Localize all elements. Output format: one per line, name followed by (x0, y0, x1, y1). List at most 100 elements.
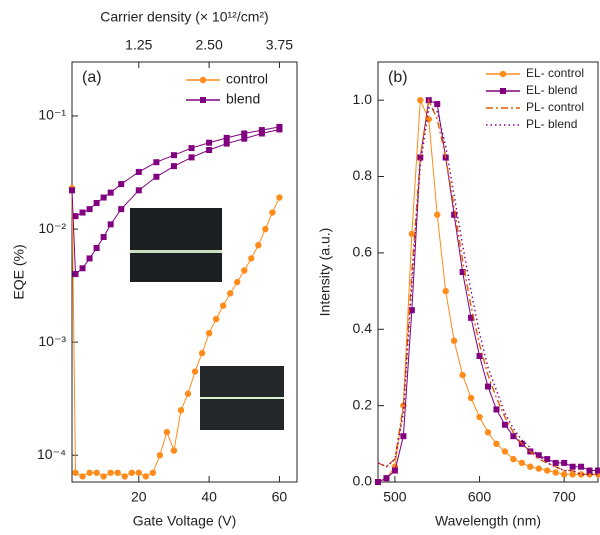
marker (417, 154, 424, 161)
y-tick-label: 0.4 (353, 320, 373, 336)
legend-label: PL- control (526, 100, 584, 114)
inset-photo (130, 208, 222, 282)
legend-marker (200, 97, 206, 103)
marker (442, 287, 449, 295)
marker (493, 406, 500, 413)
series-line (377, 106, 598, 476)
marker (255, 241, 262, 249)
marker (72, 271, 79, 278)
series-line (377, 97, 598, 476)
marker (223, 140, 230, 147)
marker (198, 349, 206, 357)
marker (434, 211, 441, 218)
x2-tick-label: 2.50 (195, 37, 222, 53)
marker (276, 194, 283, 201)
marker (100, 194, 107, 201)
marker (153, 159, 160, 166)
marker (476, 353, 483, 359)
marker (383, 475, 390, 482)
marker (241, 135, 248, 142)
y-tick-label: 10⁻¹ (38, 107, 66, 123)
marker (417, 96, 424, 104)
plot-frame (71, 61, 298, 483)
marker (518, 459, 526, 467)
marker (276, 123, 283, 130)
marker (375, 479, 381, 485)
marker (107, 469, 114, 476)
legend-label: EL- control (526, 66, 584, 80)
marker (128, 469, 135, 476)
marker (258, 130, 265, 137)
marker (485, 383, 491, 390)
marker (544, 467, 551, 474)
inset-photo-stripe (200, 397, 284, 399)
marker (223, 134, 230, 141)
marker (118, 206, 125, 213)
marker (107, 189, 114, 196)
marker (219, 302, 227, 309)
marker (206, 139, 213, 146)
x-tick-label: 60 (272, 489, 288, 505)
panel-label: (b) (388, 69, 408, 86)
marker (400, 433, 407, 440)
legend-marker (499, 70, 507, 78)
marker (451, 211, 458, 218)
marker (170, 163, 177, 170)
plot-frame (377, 61, 599, 483)
marker (93, 244, 100, 251)
marker (86, 255, 93, 262)
marker (170, 152, 177, 159)
marker (476, 413, 483, 421)
legend-label: EL- blend (526, 83, 577, 97)
marker (118, 181, 125, 188)
marker (408, 230, 416, 238)
panel-label: (a) (82, 69, 102, 86)
marker (577, 471, 585, 478)
marker (258, 127, 265, 134)
marker (114, 469, 121, 476)
marker (100, 234, 107, 241)
marker (156, 452, 164, 459)
marker (121, 473, 128, 480)
marker (450, 337, 458, 344)
marker (142, 473, 150, 480)
marker (79, 473, 86, 480)
marker (434, 101, 441, 107)
marker (100, 473, 107, 480)
marker (241, 130, 248, 137)
marker (135, 168, 142, 175)
marker (493, 440, 500, 448)
x-tick-label: 40 (201, 489, 217, 505)
marker (595, 467, 600, 474)
marker (560, 471, 568, 478)
marker (544, 456, 551, 463)
y-axis-label: Intensity (a.u.) (317, 228, 333, 317)
marker (527, 463, 534, 470)
marker (501, 421, 508, 428)
x2-tick-label: 1.25 (125, 37, 152, 53)
marker (188, 145, 195, 152)
marker (149, 469, 157, 476)
marker (269, 209, 276, 216)
marker (535, 465, 542, 472)
marker (69, 187, 75, 194)
marker (188, 154, 195, 161)
y-tick-label: 1.0 (353, 91, 373, 107)
marker (262, 225, 269, 233)
marker (79, 209, 86, 216)
marker (408, 307, 415, 314)
marker (86, 469, 93, 476)
marker (79, 265, 86, 272)
inset-photo-stripe (130, 250, 222, 253)
x-axis-label: Wavelength (nm) (435, 513, 541, 529)
marker (191, 368, 199, 375)
marker (248, 255, 255, 262)
marker (552, 469, 559, 476)
y-tick-label: 0.6 (353, 244, 373, 260)
x-tick-label: 600 (468, 489, 492, 505)
marker (153, 173, 160, 180)
marker (467, 394, 475, 402)
marker (205, 329, 213, 337)
legend-label: control (226, 71, 268, 87)
